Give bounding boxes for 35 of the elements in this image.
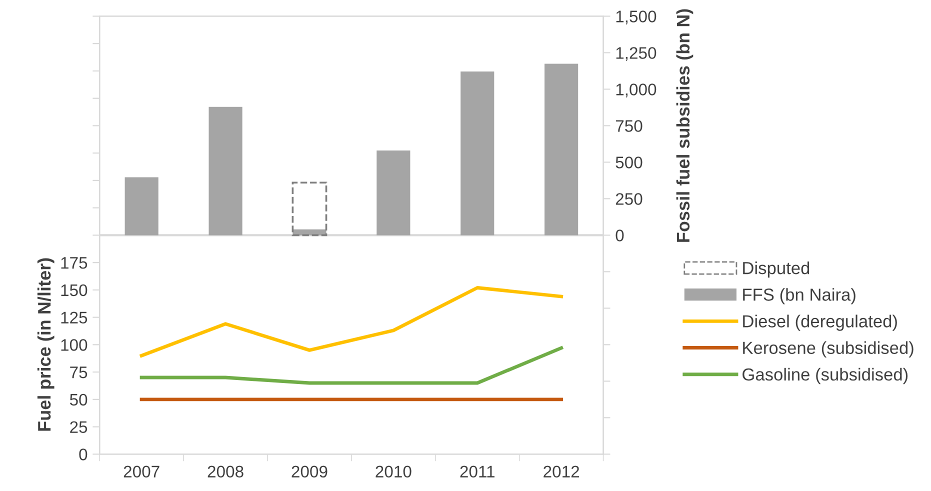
bar — [208, 106, 242, 236]
y-tick-label: 75 — [70, 366, 88, 378]
x-tick-label: 2007 — [124, 466, 160, 478]
line-series — [140, 286, 564, 358]
x-tick-label: 2009 — [292, 466, 328, 478]
y2-tick-label: 750 — [616, 120, 642, 132]
x-tick-label: 2011 — [460, 466, 494, 478]
x-tick-label: 2008 — [208, 466, 244, 478]
legend-label: FFS (bn Naira) — [743, 288, 856, 304]
legend-label: Disputed — [743, 261, 810, 278]
y2-axis-title: Fossil fuel subsidies (bn N) — [676, 9, 694, 242]
y-tick-label: 175 — [61, 257, 88, 269]
bar — [376, 150, 410, 236]
y-axis-title: Fuel price (in N/liter) — [37, 258, 54, 431]
x-tick-label: 2012 — [544, 466, 580, 478]
legend-label: Kerosene (subsidised) — [743, 341, 914, 358]
y2-tick-label: 1,250 — [616, 47, 656, 61]
y-tick-label: 100 — [61, 339, 88, 351]
legend-label: Gasoline (subsidised) — [742, 368, 908, 384]
y-tick-label: 25 — [70, 421, 88, 434]
x-tick-label: 2010 — [376, 466, 412, 478]
y-tick-label: 125 — [61, 312, 88, 324]
bar — [460, 72, 494, 236]
y-tick-label: 0 — [79, 448, 88, 460]
y2-tick-label: 1,000 — [616, 84, 656, 98]
y-tick-label: 150 — [61, 284, 88, 296]
y2-tick-label: 500 — [616, 156, 642, 168]
y2-tick-label: 250 — [616, 193, 642, 205]
y2-tick-label: 1,500 — [616, 10, 656, 24]
bar — [124, 177, 158, 236]
bar — [292, 182, 328, 236]
y2-tick-label: 0 — [616, 230, 624, 242]
bar — [544, 64, 578, 236]
legend-label: Diesel (deregulated) — [743, 314, 897, 331]
y-tick-label: 50 — [70, 394, 88, 406]
